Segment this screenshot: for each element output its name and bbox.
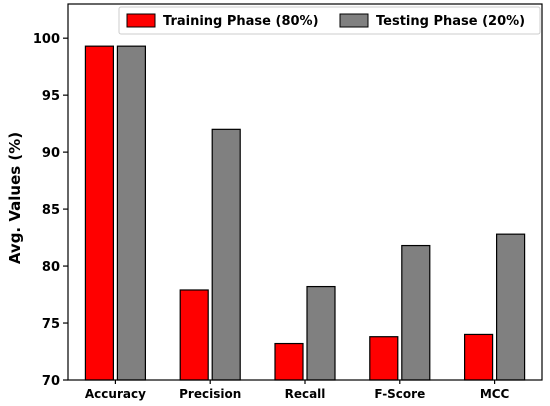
y-tick-label: 100 <box>33 32 60 47</box>
x-tick-label-accuracy: Accuracy <box>85 387 146 401</box>
bar-training-mcc <box>464 333 494 381</box>
x-tick-label-mcc: MCC <box>480 387 510 401</box>
legend: Training Phase (80%) Testing Phase (20%) <box>118 6 541 35</box>
bar-testing-precision <box>211 128 241 381</box>
y-tick-label: 70 <box>42 374 60 389</box>
plot-area <box>67 3 543 381</box>
y-tick-label: 85 <box>42 203 60 218</box>
legend-label-training: Training Phase (80%) <box>163 14 319 29</box>
bar-training-f-score <box>369 336 399 381</box>
bar-training-precision <box>179 289 209 381</box>
legend-frame <box>118 6 541 35</box>
bar-testing-recall <box>306 285 336 381</box>
y-tick-label: 90 <box>42 146 60 161</box>
legend-swatch-training <box>126 13 156 28</box>
legend-swatch-testing <box>339 13 369 28</box>
y-tick-label: 75 <box>42 317 60 332</box>
y-axis-title: Avg. Values (%) <box>6 132 24 264</box>
y-tick-label: 95 <box>42 89 60 104</box>
y-axis: 70 75 80 85 90 95 100 <box>33 32 68 389</box>
bar-testing-mcc <box>496 233 526 381</box>
bar-testing-accuracy <box>116 45 147 381</box>
bar-training-accuracy <box>84 45 115 381</box>
bar-training-recall <box>274 342 304 381</box>
x-tick-label-f-score: F-Score <box>374 387 425 401</box>
legend-label-testing: Testing Phase (20%) <box>376 14 525 29</box>
x-tick-label-precision: Precision <box>179 387 241 401</box>
y-tick-label: 80 <box>42 260 60 275</box>
x-axis: Accuracy Precision Recall F-Score MCC <box>85 380 510 401</box>
bar-testing-f-score <box>401 244 431 381</box>
x-tick-label-recall: Recall <box>285 387 326 401</box>
